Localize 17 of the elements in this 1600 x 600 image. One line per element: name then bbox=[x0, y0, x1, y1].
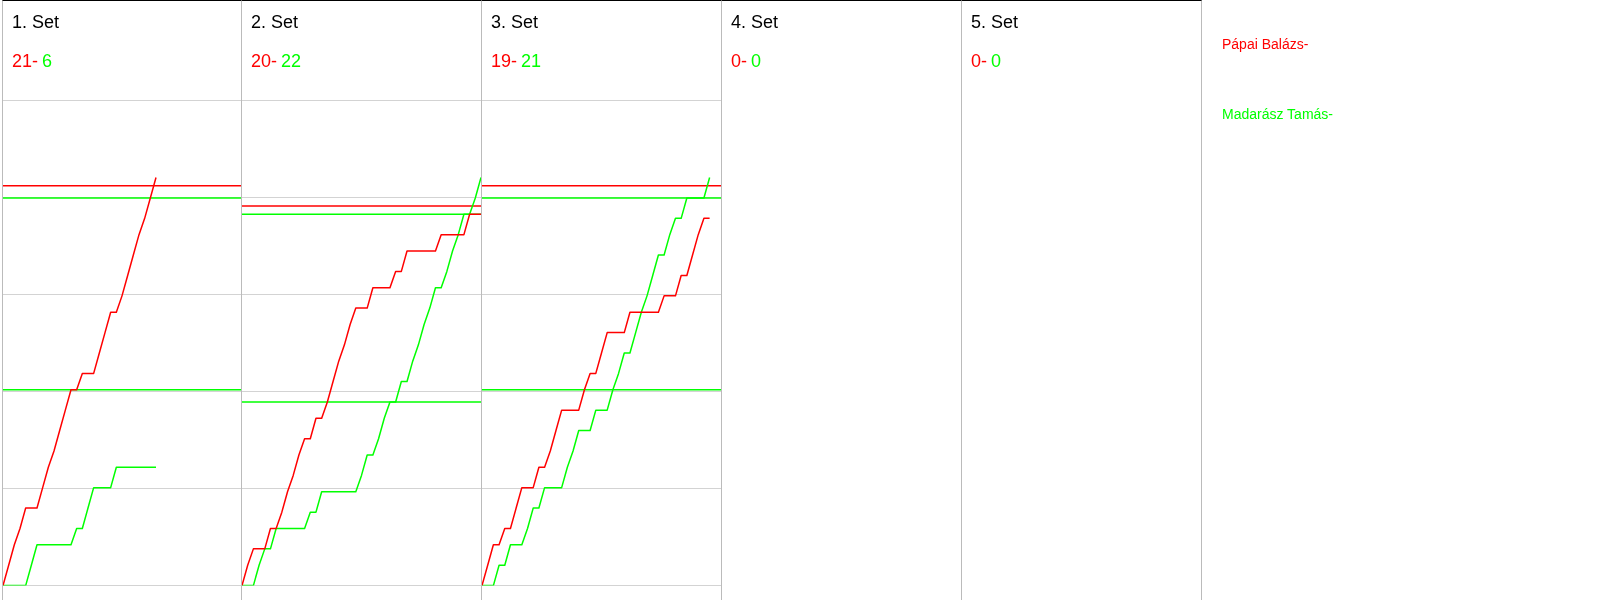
text: 0 bbox=[991, 51, 1002, 71]
text: 0- bbox=[731, 51, 748, 71]
text: 5. Set bbox=[971, 11, 1020, 33]
chart-title: 2. Set bbox=[251, 11, 300, 33]
text: 21 bbox=[521, 51, 542, 71]
text: 0 bbox=[751, 51, 762, 71]
text: 4. Set bbox=[731, 11, 780, 33]
text: Pápai Balázs- bbox=[1222, 36, 1310, 54]
chart-title: 1. Set bbox=[12, 11, 61, 33]
chart-title: 3. Set bbox=[491, 11, 540, 33]
text: 20- bbox=[251, 51, 278, 71]
text: Madarász Tamás- bbox=[1222, 106, 1334, 124]
text: 22 bbox=[281, 51, 302, 71]
text: 0- bbox=[971, 51, 988, 71]
text: 6 bbox=[42, 51, 53, 71]
text: 19- bbox=[491, 51, 518, 71]
text: 21- bbox=[12, 51, 39, 71]
